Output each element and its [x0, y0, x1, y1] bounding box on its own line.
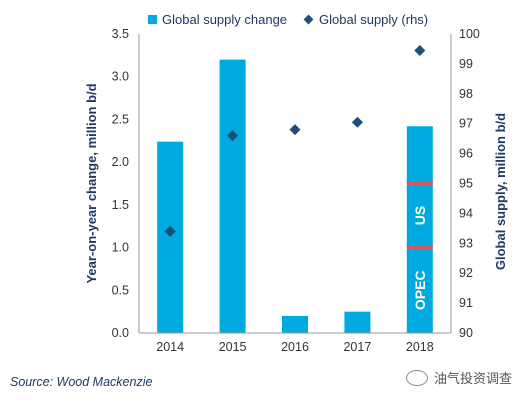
source-note: Source: Wood Mackenzie: [10, 375, 153, 389]
legend-item-marker: Global supply (rhs): [303, 12, 428, 27]
legend-marker-label: Global supply (rhs): [319, 12, 429, 27]
left-tick-label: 2.5: [112, 112, 129, 126]
left-tick-label: 1.5: [112, 198, 129, 212]
y-axis-title: Year-on-year change, million b/d: [84, 83, 99, 283]
legend-bar-swatch: [148, 15, 157, 24]
right-tick-label: 97: [459, 117, 473, 131]
left-tick-label: 2.0: [112, 155, 129, 169]
bar-2017: [344, 311, 371, 333]
supply-marker-2014: [164, 225, 176, 237]
left-tick-label: 0.0: [112, 326, 129, 340]
right-tick-label: 92: [459, 266, 473, 280]
bar-2014: [157, 141, 184, 333]
left-tick-label: 3.0: [112, 70, 129, 84]
right-tick-label: 91: [459, 296, 473, 310]
left-tick-label: 3.5: [112, 27, 129, 41]
right-tick-label: 94: [459, 206, 473, 220]
legend-item-bar: Global supply change: [148, 12, 287, 27]
x-tick-label: 2017: [343, 340, 371, 354]
stack-label-opec: OPEC: [412, 270, 428, 310]
bar-2016: [282, 315, 308, 333]
left-tick-label: 0.5: [112, 283, 129, 297]
x-tick-label: 2015: [219, 340, 247, 354]
x-tick-label: 2018: [406, 340, 434, 354]
supply-marker-2018: [414, 44, 426, 56]
bar-2015: [219, 59, 246, 333]
right-tick-label: 100: [459, 27, 480, 41]
watermark-text: 油气投资调查: [433, 372, 512, 387]
stack-divider-1: [406, 245, 433, 250]
supply-marker-2016: [289, 124, 301, 136]
left-tick-label: 1.0: [112, 241, 129, 255]
right-tick-label: 96: [459, 147, 473, 161]
wechat-icon: [405, 369, 428, 386]
right-tick-label: 93: [459, 236, 473, 250]
x-tick-label: 2014: [156, 340, 184, 354]
watermark: 油气投资调查: [405, 368, 512, 387]
supply-marker-2015: [227, 130, 239, 142]
supply-marker-2017: [351, 116, 363, 128]
bar-2018: [406, 126, 433, 334]
right-tick-label: 98: [459, 87, 473, 101]
legend: Global supply change Global supply (rhs): [148, 12, 428, 27]
stack-divider-2: [406, 181, 433, 186]
right-tick-label: 99: [459, 57, 473, 71]
legend-bar-label: Global supply change: [162, 12, 288, 27]
x-tick-label: 2016: [281, 340, 309, 354]
stack-label-us: US: [412, 206, 428, 225]
y-axis-title-right: Global supply, million b/d: [493, 113, 508, 270]
right-tick-label: 90: [459, 326, 473, 340]
right-tick-label: 95: [459, 177, 473, 191]
